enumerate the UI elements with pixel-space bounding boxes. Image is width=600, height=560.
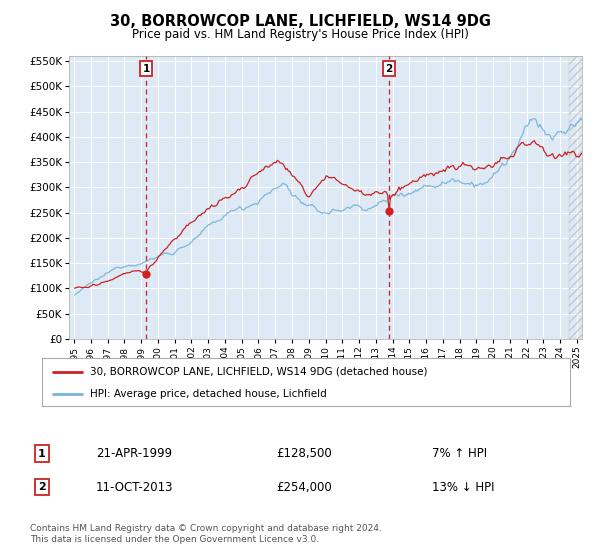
Text: £128,500: £128,500	[276, 447, 332, 460]
Text: 13% ↓ HPI: 13% ↓ HPI	[432, 480, 494, 494]
Text: HPI: Average price, detached house, Lichfield: HPI: Average price, detached house, Lich…	[89, 389, 326, 399]
Text: Contains HM Land Registry data © Crown copyright and database right 2024.
This d: Contains HM Land Registry data © Crown c…	[30, 524, 382, 544]
Text: 30, BORROWCOP LANE, LICHFIELD, WS14 9DG (detached house): 30, BORROWCOP LANE, LICHFIELD, WS14 9DG …	[89, 367, 427, 377]
Text: Price paid vs. HM Land Registry's House Price Index (HPI): Price paid vs. HM Land Registry's House …	[131, 28, 469, 41]
Text: 1: 1	[38, 449, 46, 459]
Text: 30, BORROWCOP LANE, LICHFIELD, WS14 9DG: 30, BORROWCOP LANE, LICHFIELD, WS14 9DG	[110, 14, 491, 29]
Text: 1: 1	[142, 64, 149, 73]
Text: 7% ↑ HPI: 7% ↑ HPI	[432, 447, 487, 460]
Text: 21-APR-1999: 21-APR-1999	[96, 447, 172, 460]
Text: 11-OCT-2013: 11-OCT-2013	[96, 480, 173, 494]
Text: £254,000: £254,000	[276, 480, 332, 494]
Text: 2: 2	[38, 482, 46, 492]
Text: 2: 2	[385, 64, 392, 73]
